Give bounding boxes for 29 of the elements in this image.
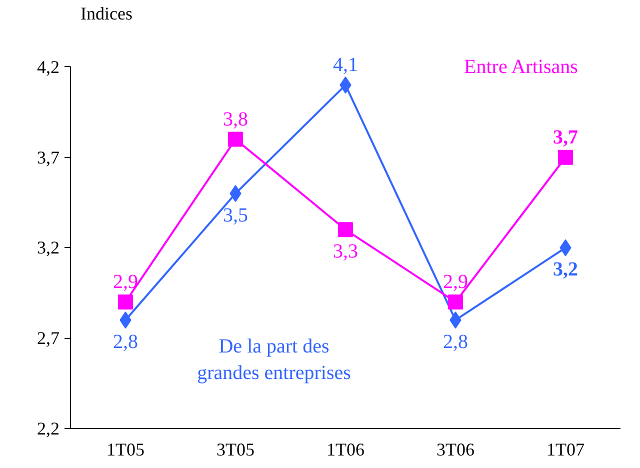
y-tick-label: 2,7 (37, 328, 60, 348)
y-tick-label: 4,2 (37, 56, 60, 77)
data-label: 3,5 (223, 204, 248, 226)
data-label: 2,9 (443, 270, 468, 293)
point (228, 132, 243, 147)
data-label: 3,7 (553, 126, 578, 148)
data-label: 2,8 (443, 331, 468, 354)
data-label: 3,3 (333, 240, 358, 263)
data-label: 3,2 (553, 258, 578, 281)
x-tick-label: 3T05 (216, 440, 254, 460)
y-tick-label: 3,2 (37, 238, 60, 258)
x-tick-label: 3T06 (436, 440, 474, 460)
point (230, 185, 242, 202)
x-tick-label: 1T05 (106, 440, 144, 460)
point (448, 294, 463, 310)
data-label: 2,8 (113, 331, 138, 354)
data-label: 4,1 (333, 54, 358, 76)
point (338, 222, 353, 238)
x-tick-label: 1T07 (546, 440, 584, 460)
y-axis-title: Indices (80, 4, 132, 24)
x-tick-label: 1T06 (326, 440, 364, 460)
point (558, 150, 573, 165)
y-tick-label: 3,7 (37, 147, 60, 168)
point (118, 294, 133, 310)
text: De la part des grandes entreprises (197, 336, 352, 384)
text: Entre Artisans (464, 56, 578, 78)
data-label: 2,9 (113, 270, 138, 293)
data-label: 3,8 (223, 108, 248, 130)
y-tick-label: 2,2 (37, 418, 60, 438)
